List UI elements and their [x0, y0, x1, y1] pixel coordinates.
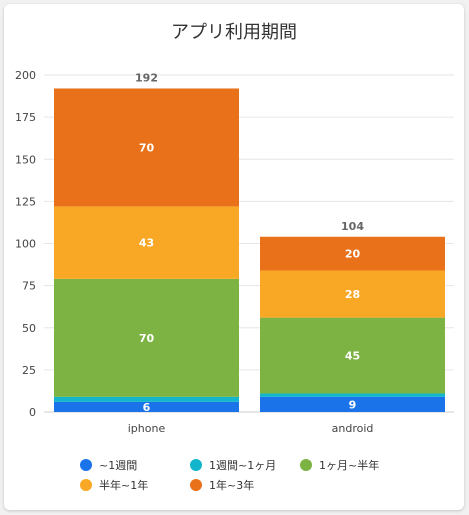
legend-label: ~1週間	[99, 459, 138, 472]
bar-segment	[54, 206, 239, 279]
legend-swatch	[190, 479, 202, 491]
total-label: 104	[341, 220, 364, 233]
bar-segment	[260, 396, 445, 412]
legend-item: 1年~3年	[190, 477, 300, 493]
data-label: 20	[345, 248, 361, 261]
y-tick-label: 125	[15, 195, 36, 208]
legend-swatch	[80, 459, 92, 471]
bar-segment	[260, 393, 445, 397]
y-tick-label: 200	[15, 69, 36, 82]
data-label: 70	[139, 141, 155, 154]
x-tick-label: iphone	[128, 422, 166, 435]
bar-segment	[54, 401, 239, 412]
y-tick-label: 25	[22, 364, 36, 377]
bar-segment	[54, 88, 239, 207]
y-tick-label: 175	[15, 111, 36, 124]
data-label: 28	[345, 288, 360, 301]
legend-label: 1ヶ月~半年	[319, 459, 380, 472]
bar-segment	[260, 317, 445, 394]
legend-label: 1年~3年	[209, 479, 255, 492]
legend-item: ~1週間	[80, 457, 190, 473]
bar-segment	[54, 278, 239, 397]
bar-segment	[260, 270, 445, 318]
total-label: 192	[135, 71, 158, 84]
legend-label: 半年~1年	[99, 479, 149, 492]
legend-label: 1週間~1ヶ月	[209, 459, 277, 472]
legend-item: 1ヶ月~半年	[300, 457, 410, 473]
bar-segment	[54, 396, 239, 402]
chart-card: アプリ利用期間 0 25 50 75 100 125 150 175 200 6 70 43 70 192…	[4, 4, 464, 510]
data-label: 43	[139, 237, 154, 250]
data-label: 6	[143, 401, 151, 414]
y-tick-label: 75	[22, 280, 36, 293]
stacked-bar-chart: 0 25 50 75 100 125 150 175 200 6 70 43 70 192 iphone 9 4…	[15, 69, 454, 435]
legend-swatch	[300, 459, 312, 471]
legend-swatch	[190, 459, 202, 471]
y-tick-label: 50	[22, 322, 36, 335]
data-label: 70	[139, 332, 155, 345]
legend-item: 1週間~1ヶ月	[190, 457, 300, 473]
bar-segment	[260, 236, 445, 271]
x-tick-label: android	[332, 422, 374, 435]
y-tick-label: 150	[15, 153, 36, 166]
legend-swatch	[80, 479, 92, 491]
y-tick-label: 0	[29, 406, 36, 419]
chart-legend: ~1週間 1週間~1ヶ月 1ヶ月~半年半年~1年 1年~3年	[80, 457, 410, 493]
y-tick-label: 100	[15, 238, 36, 251]
legend-item: 半年~1年	[80, 477, 190, 493]
data-label: 45	[345, 350, 360, 363]
data-label: 9	[349, 398, 357, 411]
chart-title: アプリ利用期間	[171, 22, 297, 43]
